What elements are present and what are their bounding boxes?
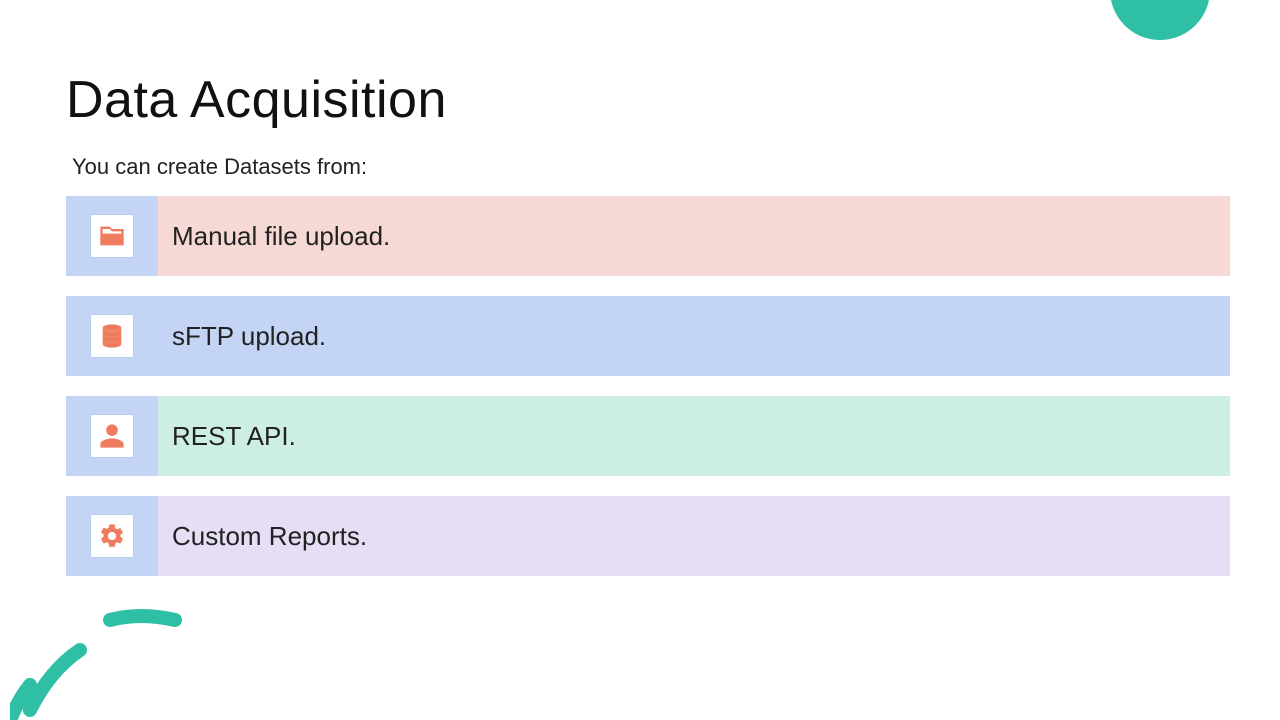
icon-cell bbox=[66, 396, 158, 476]
methods-list: Manual file upload. sFTP upload. REST AP… bbox=[66, 196, 1230, 576]
gear-icon bbox=[90, 514, 134, 558]
page-subtitle: You can create Datasets from: bbox=[72, 154, 1230, 180]
folder-icon bbox=[90, 214, 134, 258]
person-icon bbox=[90, 414, 134, 458]
page-title: Data Acquisition bbox=[66, 70, 1230, 130]
list-item-label: Manual file upload. bbox=[158, 196, 1230, 276]
icon-cell bbox=[66, 196, 158, 276]
icon-cell bbox=[66, 296, 158, 376]
list-item-label: sFTP upload. bbox=[158, 296, 1230, 376]
list-item: sFTP upload. bbox=[66, 296, 1230, 376]
list-item-label: REST API. bbox=[158, 396, 1230, 476]
icon-cell bbox=[66, 496, 158, 576]
decorative-brush-strokes bbox=[10, 580, 230, 720]
list-item-label: Custom Reports. bbox=[158, 496, 1230, 576]
list-item: Custom Reports. bbox=[66, 496, 1230, 576]
list-item: Manual file upload. bbox=[66, 196, 1230, 276]
database-icon bbox=[90, 314, 134, 358]
list-item: REST API. bbox=[66, 396, 1230, 476]
